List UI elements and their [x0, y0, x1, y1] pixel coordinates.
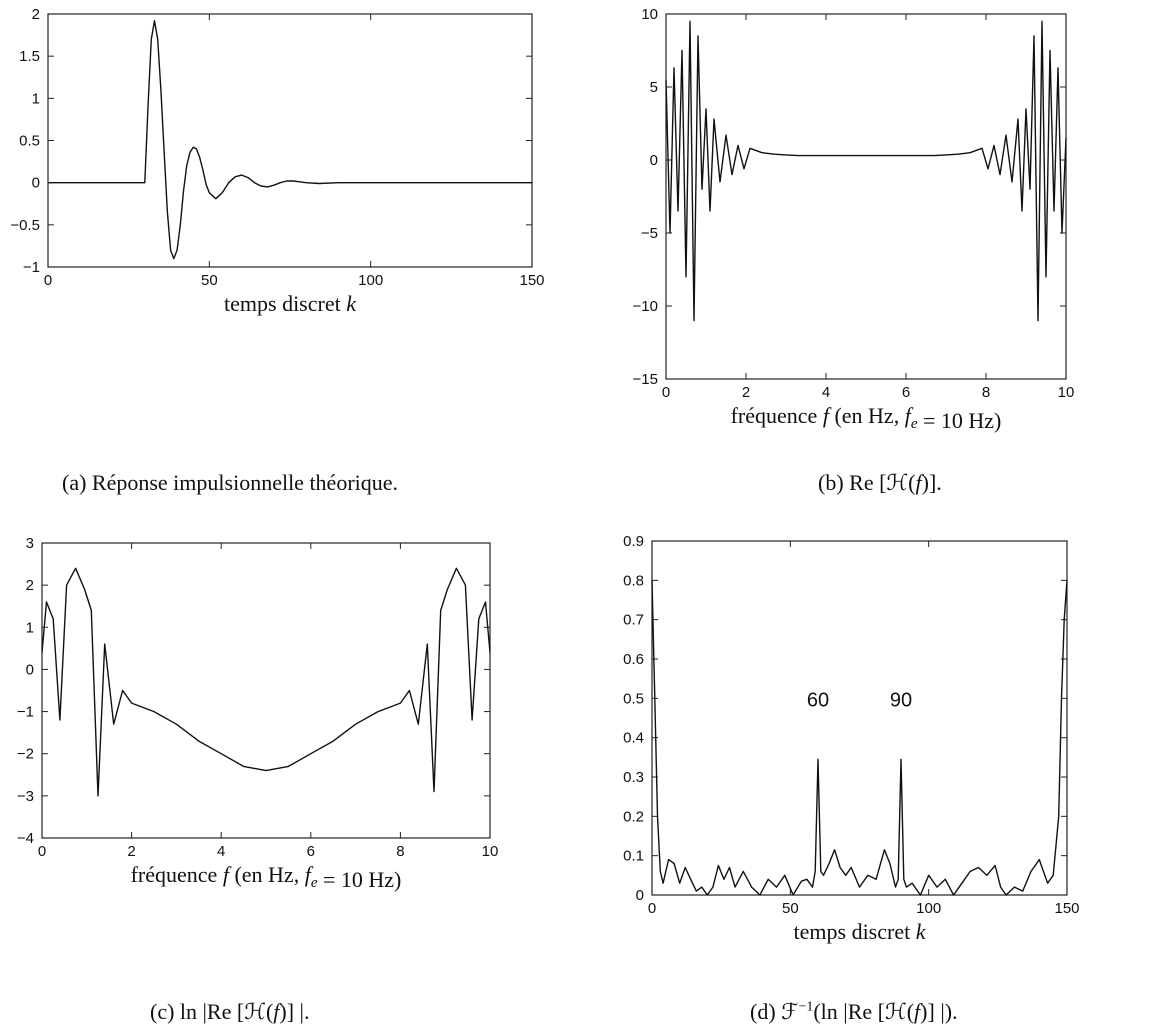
series-line — [48, 20, 532, 260]
plot-frame — [651, 540, 1068, 896]
y-tick-label: 2 — [32, 6, 40, 23]
y-tick-label: −15 — [633, 371, 658, 388]
caption-a: (a) Réponse impulsionnelle théorique. — [62, 470, 399, 495]
chart-b-svg: −15 −10 −5 0 5 10 0 2 4 6 8 10 fréquence f (en Hz, f… — [633, 6, 1075, 433]
chart-panel-c: −4 −3 −2 −1 0 1 2 3 0 2 4 6 8 10 fréquence f (en Hz, f… — [0, 517, 582, 1035]
chart-panel-b: −15 −10 −5 0 5 10 0 2 4 6 8 10 fréquence f (en Hz, f… — [582, 0, 1164, 517]
x-tick-label: 2 — [127, 843, 135, 860]
x-tick-label: 4 — [822, 384, 830, 401]
y-tick-label: 1 — [26, 619, 34, 636]
series-line — [665, 20, 1067, 322]
y-tick-label: 0.6 — [623, 651, 644, 668]
plot-frame — [41, 542, 491, 839]
y-tick-label: −4 — [17, 830, 34, 847]
x-tick-label: 100 — [916, 900, 941, 917]
peak-annotation: 90 — [890, 689, 912, 711]
x-tick-label: 50 — [201, 272, 218, 289]
x-tick-label: 0 — [38, 843, 46, 860]
y-tick-label: 0.4 — [623, 730, 644, 747]
x-tick-label: 0 — [662, 384, 670, 401]
y-tick-label: 0 — [636, 887, 644, 904]
x-tick-label: 8 — [396, 843, 404, 860]
x-tick-label: 150 — [1054, 900, 1079, 917]
y-tick-label: 0 — [26, 661, 34, 678]
y-tick-label: 5 — [650, 79, 658, 96]
chart-panel-d: 0 0.1 0.2 0.3 0.4 0.5 0.6 0.7 0.8 0.9 0 50 100 150 tem… — [582, 517, 1164, 1035]
y-tick-label: −3 — [17, 788, 34, 805]
y-tick-label: 10 — [641, 6, 658, 23]
x-tick-label: 4 — [217, 843, 225, 860]
y-tick-label: 0.5 — [623, 690, 644, 707]
x-tick-label: 50 — [782, 900, 799, 917]
y-tick-label: 0 — [32, 175, 40, 192]
peak-annotation: 60 — [807, 689, 829, 711]
caption-b: (b) Re [ℋ(f)]. — [818, 470, 942, 496]
y-tick-label: −1 — [17, 704, 34, 721]
chart-a-svg: −1 −0.5 0 0.5 1 1.5 2 0 50 100 150 temps discret k — [10, 6, 544, 316]
y-tick-label: −0.5 — [10, 217, 40, 234]
y-tick-label: −10 — [633, 298, 658, 315]
y-tick-label: 0.3 — [623, 769, 644, 786]
y-tick-label: 0.2 — [623, 808, 644, 825]
y-tick-label: 0.9 — [623, 533, 644, 550]
x-tick-label: 6 — [307, 843, 315, 860]
y-tick-label: 0 — [650, 152, 658, 169]
chart-d-svg: 0 0.1 0.2 0.3 0.4 0.5 0.6 0.7 0.8 0.9 0 50 100 150 tem… — [623, 533, 1079, 944]
y-tick-label: −1 — [23, 259, 40, 276]
x-axis-title: fréquence f (en Hz, fe = 10 Hz) — [731, 403, 1002, 433]
x-tick-label: 6 — [902, 384, 910, 401]
x-tick-label: 0 — [648, 900, 656, 917]
y-tick-label: 1.5 — [19, 48, 40, 65]
x-tick-label: 8 — [982, 384, 990, 401]
y-tick-label: 0.1 — [623, 848, 644, 865]
y-tick-label: 1 — [32, 90, 40, 107]
plot-frame — [47, 13, 533, 268]
x-tick-label: 100 — [358, 272, 383, 289]
y-tick-label: −5 — [641, 225, 658, 242]
y-tick-label: 3 — [26, 535, 34, 552]
x-tick-label: 0 — [44, 272, 52, 289]
y-tick-label: −2 — [17, 746, 34, 763]
plot-frame — [665, 13, 1067, 380]
caption-c: (c) ln |Re [ℋ(f)] |. — [150, 999, 310, 1025]
x-tick-label: 10 — [1058, 384, 1075, 401]
x-tick-label: 150 — [519, 272, 544, 289]
x-axis-title: temps discret k — [794, 919, 927, 944]
series-line — [41, 567, 491, 797]
y-tick-label: 0.8 — [623, 572, 644, 589]
chart-c-svg: −4 −3 −2 −1 0 1 2 3 0 2 4 6 8 10 fréquence f (en Hz, f… — [17, 535, 499, 892]
y-tick-label: 0.7 — [623, 612, 644, 629]
x-axis-title: temps discret k — [224, 291, 357, 316]
series-line — [651, 580, 1068, 896]
chart-panel-a: −1 −0.5 0 0.5 1 1.5 2 0 50 100 150 temps discret k … — [0, 0, 582, 517]
x-axis-title: fréquence f (en Hz, fe = 10 Hz) — [131, 862, 402, 892]
y-tick-label: 0.5 — [19, 133, 40, 150]
x-tick-label: 10 — [482, 843, 499, 860]
x-tick-label: 2 — [742, 384, 750, 401]
caption-d: (d) ℱ−1(ln |Re [ℋ(f)] |). — [750, 999, 958, 1025]
y-tick-label: 2 — [26, 577, 34, 594]
